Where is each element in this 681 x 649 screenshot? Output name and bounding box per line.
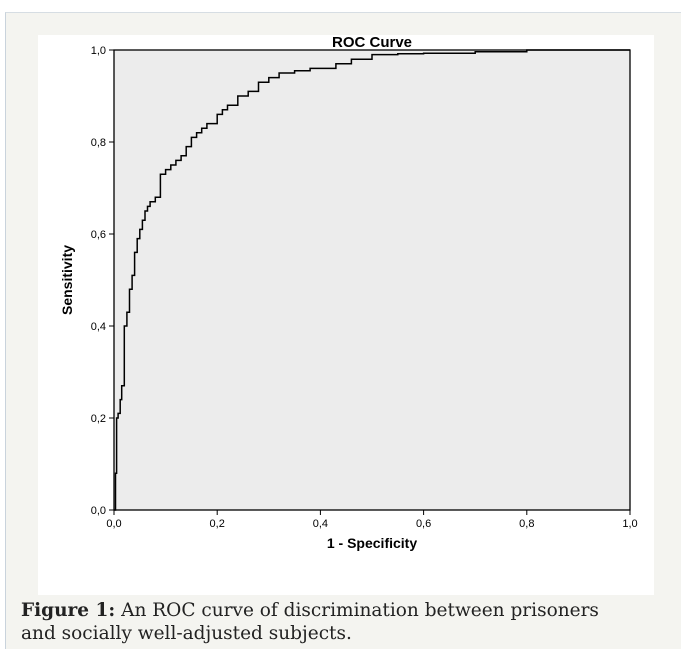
y-tick-label: 0,0: [91, 505, 106, 517]
figure-caption: Figure 1: An ROC curve of discrimination…: [21, 599, 601, 645]
x-tick-label: 0,6: [416, 518, 431, 530]
y-tick-label: 0,4: [91, 321, 106, 333]
y-tick-label: 0,6: [91, 229, 106, 241]
chart-title: ROC Curve: [332, 35, 412, 51]
x-tick-label: 0,4: [313, 518, 328, 530]
figure-frame: ROC Curve 0,0 0,2 0,4 0,6 0,8 1,0 0,0 0,2 0,4 0,6 0…: [5, 12, 681, 649]
x-tick-label: 1,0: [622, 518, 637, 530]
caption-label: Figure 1:: [21, 600, 116, 621]
y-axis-label: Sensitivity: [59, 245, 75, 315]
x-tick-label: 0,2: [210, 518, 225, 530]
y-tick-label: 0,2: [91, 413, 106, 425]
plot-area: [113, 49, 631, 511]
roc-curve-line: [114, 49, 630, 511]
y-tick-label: 1,0: [91, 45, 106, 57]
x-axis-label: 1 - Specificity: [327, 535, 417, 551]
chart-panel: ROC Curve 0,0 0,2 0,4 0,6 0,8 1,0 0,0 0,2 0,4 0,6 0…: [38, 35, 654, 595]
x-tick-label: 0,8: [519, 518, 534, 530]
caption-text: An ROC curve of discrimination between p…: [21, 600, 599, 644]
x-tick-label: 0,0: [106, 518, 121, 530]
roc-chart: ROC Curve 0,0 0,2 0,4 0,6 0,8 1,0 0,0 0,2 0,4 0,6 0…: [59, 35, 638, 551]
y-tick-label: 0,8: [91, 137, 106, 149]
